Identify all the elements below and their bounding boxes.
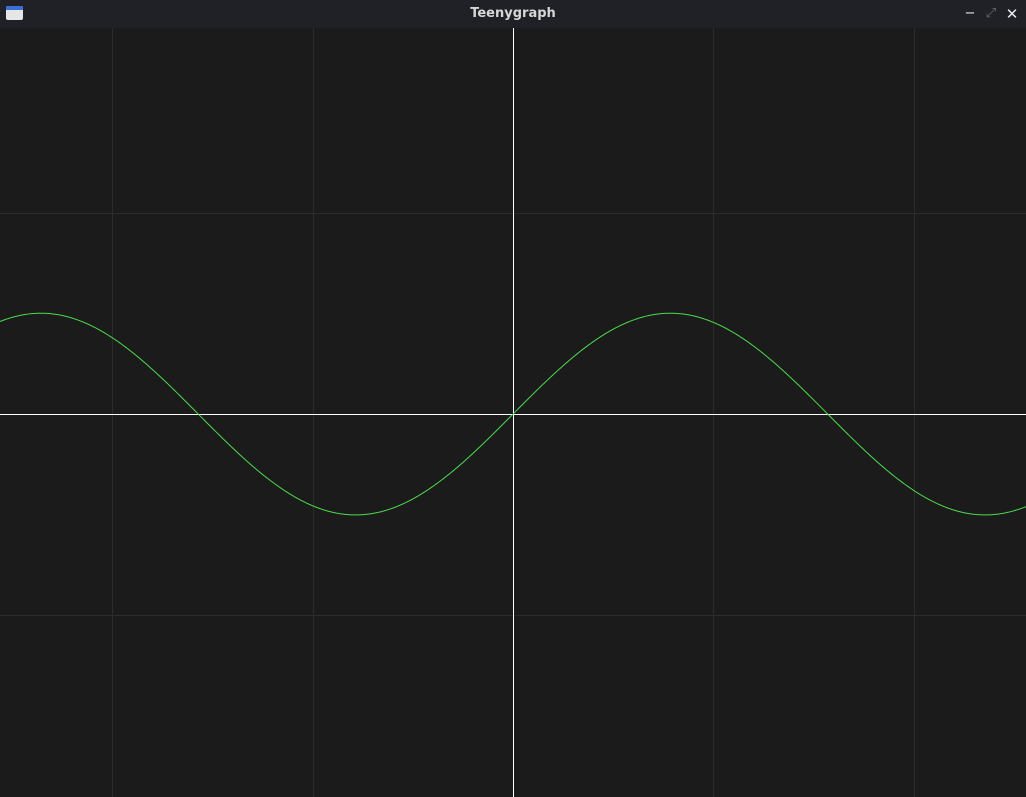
app-window-icon — [6, 6, 23, 20]
minimize-icon[interactable]: − — [964, 6, 976, 21]
maximize-icon[interactable]: ⤢ — [985, 6, 997, 21]
window-title: Teenygraph — [470, 6, 556, 21]
title-bar[interactable]: Teenygraph − ⤢ ✕ — [0, 0, 1026, 29]
grid — [0, 28, 1026, 797]
function-curve — [0, 312, 1026, 516]
graph-canvas[interactable] — [0, 28, 1026, 797]
close-icon[interactable]: ✕ — [1005, 5, 1019, 23]
